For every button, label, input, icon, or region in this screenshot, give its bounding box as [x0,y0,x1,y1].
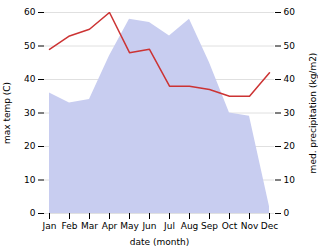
svg-text:60: 60 [24,7,36,17]
svg-text:max temp (C): max temp (C) [2,82,12,144]
svg-text:40: 40 [24,74,36,84]
svg-text:10: 10 [284,175,296,185]
svg-text:Oct: Oct [222,221,238,231]
svg-text:Feb: Feb [62,221,78,231]
svg-text:Dec: Dec [261,221,278,231]
svg-text:50: 50 [24,41,36,51]
svg-text:50: 50 [284,41,296,51]
svg-text:30: 30 [24,108,36,118]
svg-text:0: 0 [30,208,36,218]
svg-text:40: 40 [284,74,296,84]
svg-text:med. precipitation (kg/m2): med. precipitation (kg/m2) [308,53,318,174]
svg-text:20: 20 [284,141,296,151]
svg-text:May: May [120,221,139,231]
svg-text:Mar: Mar [81,221,98,231]
svg-text:10: 10 [24,175,36,185]
svg-text:Apr: Apr [102,221,118,231]
svg-text:60: 60 [284,7,296,17]
svg-text:Aug: Aug [181,221,199,231]
svg-text:Sep: Sep [201,221,218,231]
svg-text:20: 20 [24,141,36,151]
svg-text:Nov: Nov [241,221,259,231]
svg-text:Jun: Jun [141,221,156,231]
svg-text:Jul: Jul [163,221,175,231]
svg-text:30: 30 [284,108,296,118]
svg-text:0: 0 [284,208,290,218]
svg-text:Jan: Jan [42,221,57,231]
svg-text:date (month): date (month) [130,237,189,247]
